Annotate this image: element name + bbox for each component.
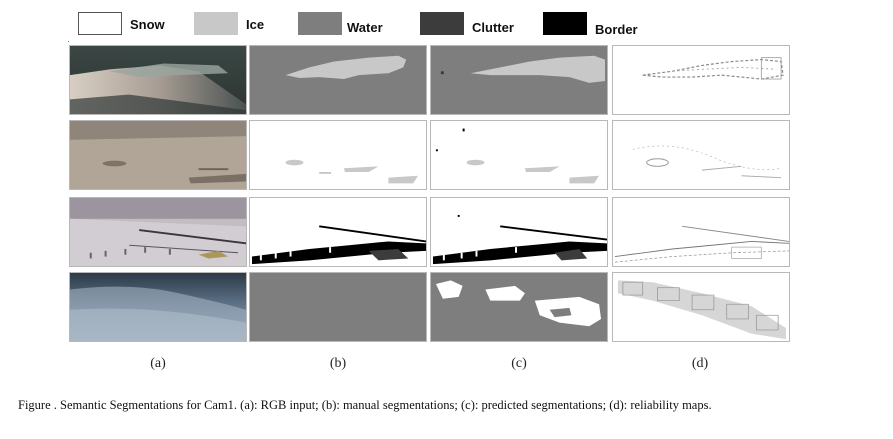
image-r3-a bbox=[69, 197, 247, 267]
reliability-map-r4-d bbox=[612, 272, 790, 342]
image-r4-a bbox=[69, 272, 247, 342]
legend-label-ice: Ice bbox=[246, 17, 265, 32]
image-r1-a bbox=[69, 45, 247, 115]
legend-label-clutter: Clutter bbox=[472, 20, 514, 35]
reliability-map-r3-d bbox=[612, 197, 790, 267]
legend-swatch-clutter bbox=[420, 12, 464, 35]
column-label-d: (d) bbox=[691, 356, 709, 371]
legend-swatch-border bbox=[543, 12, 587, 35]
predicted-seg-r4-c bbox=[430, 272, 608, 342]
stray-mark bbox=[68, 41, 69, 42]
manual-seg-r1-b bbox=[249, 45, 427, 115]
figure-caption: Figure . Semantic Segmentations for Cam1… bbox=[18, 398, 712, 412]
column-label-b: (b) bbox=[329, 356, 347, 371]
manual-seg-r3-b bbox=[249, 197, 427, 267]
manual-seg-r2-b bbox=[249, 120, 427, 190]
legend-swatch-snow bbox=[78, 12, 122, 35]
legend-label-snow: Snow bbox=[130, 17, 165, 32]
legend-label-border: Border bbox=[595, 22, 638, 37]
legend-swatch-ice bbox=[194, 12, 238, 35]
reliability-map-r2-d bbox=[612, 120, 790, 190]
predicted-seg-r1-c bbox=[430, 45, 608, 115]
image-r2-a bbox=[69, 120, 247, 190]
column-label-a: (a) bbox=[150, 356, 166, 371]
legend-label-water: Water bbox=[347, 20, 383, 35]
predicted-seg-r3-c bbox=[430, 197, 608, 267]
legend-swatch-water bbox=[298, 12, 342, 35]
reliability-map-r1-d bbox=[612, 45, 790, 115]
predicted-seg-r2-c bbox=[430, 120, 608, 190]
manual-seg-r4-b bbox=[249, 272, 427, 342]
column-label-c: (c) bbox=[511, 356, 527, 371]
